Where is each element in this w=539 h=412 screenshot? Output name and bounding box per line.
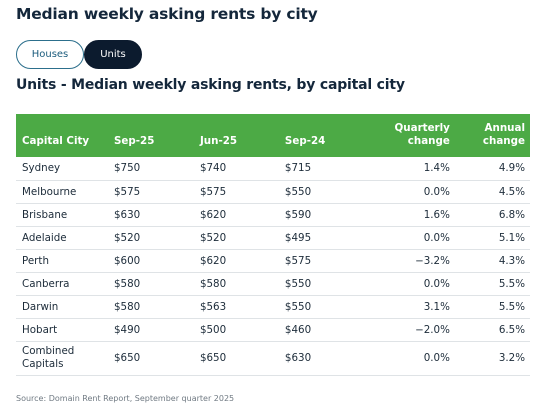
cell-city: Combined Capitals [16, 341, 108, 376]
table-row: Adelaide $520 $520 $495 0.0% 5.1% [16, 226, 530, 250]
table-row: Darwin $580 $563 $550 3.1% 5.5% [16, 295, 530, 319]
cell-value: $580 [107, 295, 194, 319]
cell-value: $495 [278, 226, 364, 250]
cell-value: $520 [193, 226, 279, 250]
table-header-row: Capital City Sep-25 Jun-25 Sep-24 Quarte… [16, 114, 530, 157]
table-row: Melbourne $575 $575 $550 0.0% 4.5% [16, 180, 530, 204]
table-row: Perth $600 $620 $575 −3.2% 4.3% [16, 249, 530, 273]
cell-value: 0.0% [363, 226, 455, 250]
cell-value: $580 [107, 272, 194, 296]
cell-city: Melbourne [16, 180, 108, 204]
table-body: Sydney $750 $740 $715 1.4% 4.9% Melbourne $575 $… [16, 157, 530, 376]
cell-city: Sydney [16, 157, 108, 181]
cell-value: −3.2% [363, 249, 455, 273]
cell-value: $715 [278, 157, 364, 181]
page-title: Median weekly asking rents by city [16, 5, 318, 23]
tab-houses[interactable]: Houses [16, 40, 84, 69]
cell-value: −2.0% [363, 318, 455, 342]
cell-value: $600 [107, 249, 194, 273]
cell-city: Adelaide [16, 226, 108, 250]
header-capital-city: Capital City [22, 135, 90, 147]
table-title: Units - Median weekly asking rents, by c… [16, 77, 405, 93]
cell-value: 6.8% [454, 203, 530, 227]
header-annual-change: Annual change [482, 122, 525, 147]
header-sep-24: Sep-24 [284, 135, 326, 147]
cell-city: Hobart [16, 318, 108, 342]
property-type-tabs: Houses Units [16, 40, 142, 69]
cell-value: 1.4% [363, 157, 455, 181]
cell-value: $580 [193, 272, 279, 296]
table-row: Canberra $580 $580 $550 0.0% 5.5% [16, 272, 530, 296]
cell-value: $520 [107, 226, 194, 250]
cell-value: $650 [193, 341, 279, 376]
cell-value: 0.0% [363, 180, 455, 204]
cell-value: $563 [193, 295, 279, 319]
cell-city: Darwin [16, 295, 108, 319]
table-row: Sydney $750 $740 $715 1.4% 4.9% [16, 157, 530, 181]
cell-value: $575 [193, 180, 279, 204]
cell-value: $620 [193, 203, 279, 227]
cell-value: 4.3% [454, 249, 530, 273]
cell-value: $550 [278, 272, 364, 296]
cell-value: $500 [193, 318, 279, 342]
cell-value: $460 [278, 318, 364, 342]
cell-value: 4.5% [454, 180, 530, 204]
cell-value: $630 [278, 341, 364, 376]
cell-value: 1.6% [363, 203, 455, 227]
cell-value: $575 [107, 180, 194, 204]
table-row: Combined Capitals $650 $650 $630 0.0% 3.2% [16, 341, 530, 376]
cell-value: $750 [107, 157, 194, 181]
cell-city: Canberra [16, 272, 108, 296]
header-jun-25: Jun-25 [199, 135, 238, 147]
header-quarterly-change: Quarterly change [394, 122, 450, 147]
cell-value: 5.5% [454, 295, 530, 319]
cell-value: $650 [107, 341, 194, 376]
cell-value: 0.0% [363, 272, 455, 296]
cell-value: $490 [107, 318, 194, 342]
cell-city: Perth [16, 249, 108, 273]
cell-city: Brisbane [16, 203, 108, 227]
cell-value: 0.0% [363, 341, 455, 376]
rents-table: Capital City Sep-25 Jun-25 Sep-24 Quarte… [16, 114, 530, 376]
cell-value: $620 [193, 249, 279, 273]
cell-value: 6.5% [454, 318, 530, 342]
cell-value: $590 [278, 203, 364, 227]
header-sep-25: Sep-25 [113, 135, 155, 147]
cell-value: 5.1% [454, 226, 530, 250]
tab-units[interactable]: Units [84, 40, 142, 69]
cell-value: 5.5% [454, 272, 530, 296]
source-note: Source: Domain Rent Report, September qu… [16, 394, 235, 403]
cell-value: $630 [107, 203, 194, 227]
table-row: Hobart $490 $500 $460 −2.0% 6.5% [16, 318, 530, 342]
cell-value: $550 [278, 295, 364, 319]
cell-value: $575 [278, 249, 364, 273]
cell-value: $740 [193, 157, 279, 181]
cell-value: 4.9% [454, 157, 530, 181]
table-row: Brisbane $630 $620 $590 1.6% 6.8% [16, 203, 530, 227]
cell-value: $550 [278, 180, 364, 204]
cell-value: 3.1% [363, 295, 455, 319]
cell-value: 3.2% [454, 341, 530, 376]
